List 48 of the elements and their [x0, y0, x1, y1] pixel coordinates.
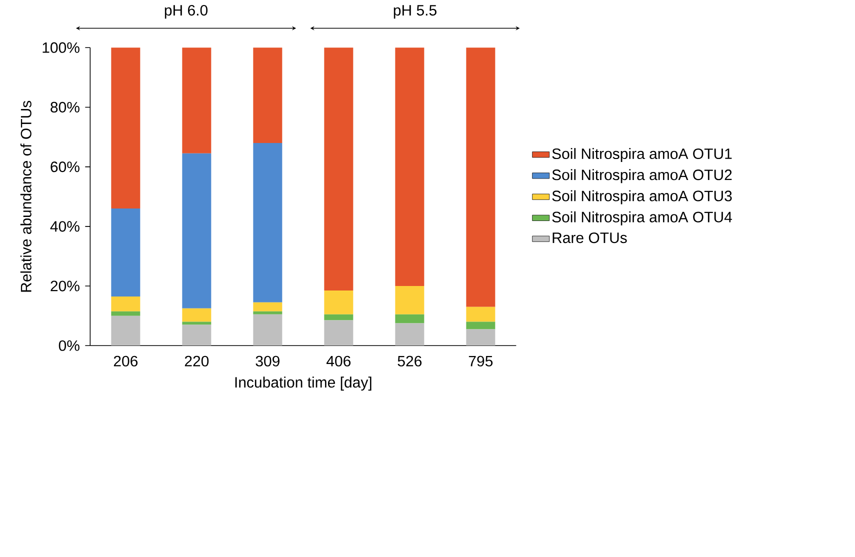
x-tick-label: 795: [468, 356, 493, 366]
legend-label: Soil Nitrospira amoA OTU3: [552, 190, 732, 204]
bar: [253, 48, 282, 143]
bar: [324, 314, 354, 320]
bar: [182, 308, 212, 322]
bar: [182, 153, 212, 308]
bar: [253, 302, 282, 312]
legend-label: Soil Nitrospira amoA OTU4: [552, 211, 732, 226]
x-axis-title: Incubation time [day]: [235, 376, 372, 391]
text: pH 5.5: [394, 5, 436, 18]
bar: [182, 322, 212, 325]
y-tick-label: 80%: [50, 102, 80, 112]
bar: [253, 314, 282, 346]
y-tick-label: 20%: [50, 280, 80, 292]
y-axis-title: Relative abundance of OTUs: [20, 100, 32, 292]
bar: [111, 316, 140, 346]
bar: [111, 48, 140, 208]
bar: [395, 323, 424, 346]
y-tick-label: 40%: [50, 221, 80, 232]
x-tick-label: 220: [184, 356, 209, 366]
x-tick-label: 406: [326, 356, 351, 366]
y-tick-label: 60%: [50, 161, 80, 172]
bar: [253, 142, 282, 302]
x-tick-label: 309: [256, 356, 280, 366]
bar: [395, 48, 424, 286]
x-tick-label: 206: [114, 356, 138, 366]
x-tick-label: 526: [398, 356, 422, 366]
bar: [111, 311, 140, 316]
bar: [466, 48, 496, 307]
bar: [253, 311, 282, 314]
bar: [324, 48, 354, 290]
bar: [324, 290, 354, 314]
bar: [466, 329, 496, 346]
legend-label: Soil Nitrospira amoA OTU2: [552, 169, 732, 184]
bar: [111, 296, 140, 312]
y-tick-label: 100%: [42, 42, 80, 53]
legend-label: Rare OTUs: [552, 232, 627, 243]
bar: [324, 320, 354, 346]
bar: [395, 314, 424, 324]
bar: [182, 48, 212, 154]
bar: [182, 324, 212, 346]
y-tick-label: 0%: [58, 340, 80, 351]
text: pH 6.0: [164, 4, 208, 18]
bar: [111, 208, 140, 296]
bar: [466, 306, 496, 322]
bar: [466, 322, 496, 330]
bar: [395, 286, 424, 314]
legend-label: Soil Nitrospira amoA OTU1: [552, 148, 732, 162]
